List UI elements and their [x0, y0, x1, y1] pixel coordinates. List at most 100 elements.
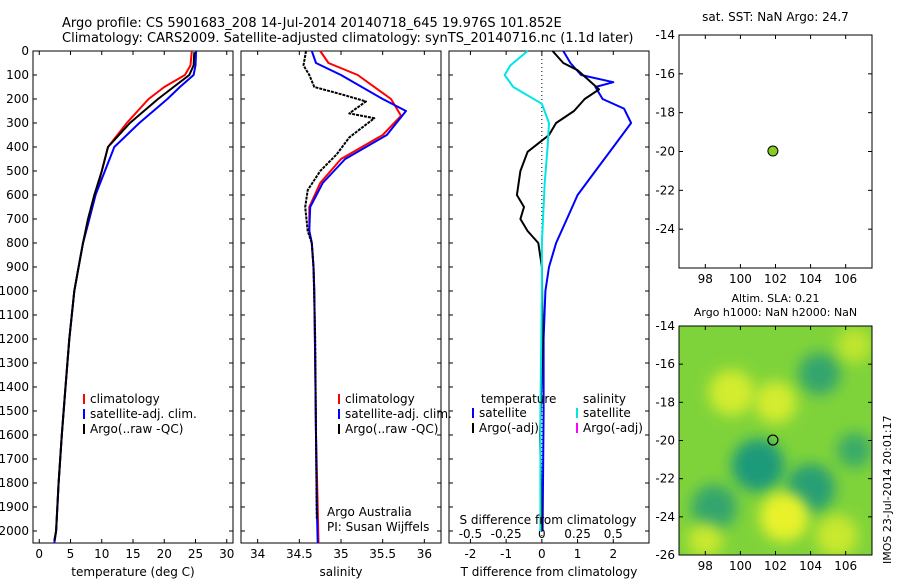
salinity-xtick-label: 34 [250, 547, 265, 561]
depth-ytick-label: 1700 [0, 452, 29, 466]
salinity-panel: 34 34.5 35 35.5 36 climatologysatellite-adj. … [240, 50, 452, 579]
sla-heatmap-cell [687, 522, 723, 555]
depth-ytick-label: 800 [6, 236, 29, 250]
depth-ytick-label: 200 [6, 92, 29, 106]
salinity-legend-label: climatology [345, 392, 415, 406]
salinity-legend-label: satellite-adj. clim. [345, 407, 452, 421]
temperature-xtick-label: 10 [94, 547, 109, 561]
temperature-climatology-line [53, 50, 193, 544]
sla-lat-ytick-label: -14 [655, 319, 675, 333]
depth-ytick-label: 1900 [0, 500, 29, 514]
depth-ytick-label: 100 [6, 68, 29, 82]
temperature-panel: 0 5 10 15 20 25 300100200300400500600700800900… [0, 44, 234, 579]
difference-salinity-legend-label: satellite [583, 406, 631, 420]
sla-heatmap-cell [759, 492, 809, 542]
sla-lat-ytick-label: -20 [655, 434, 675, 448]
sla-lon-xtick-label: 106 [834, 559, 857, 573]
difference-s-satellite-line [503, 50, 550, 531]
sla-heatmap-field [687, 327, 872, 555]
salinity-annotation-line1: Argo Australia [327, 505, 412, 519]
salinity-argo-line [302, 50, 376, 520]
sla-heatmap-cell [815, 514, 858, 555]
sla-lat-ytick-label: -16 [655, 357, 675, 371]
depth-ytick-label: 1100 [0, 308, 29, 322]
temperature-xtick-label: 20 [157, 547, 172, 561]
difference-xtick-label: 1 [574, 547, 582, 561]
sla-panel: 98 100 102 104 106 -14 -16 -18 -20 -22 -24 -26 Altim… [655, 292, 873, 573]
sla-lat-ytick-label: -26 [655, 548, 675, 562]
salinity-climatology-line [308, 50, 402, 544]
temperature-xtick-label: 5 [67, 547, 75, 561]
sst-lon-xtick-label: 102 [764, 272, 787, 286]
salinity-xtick-label: 34.5 [286, 547, 313, 561]
sla-heatmap-cell [708, 369, 755, 416]
sla-title-line2: Argo h1000: NaN h2000: NaN [694, 306, 857, 319]
difference-plot-frame [448, 50, 650, 544]
difference-s-tick-label: -0.25 [491, 527, 522, 541]
depth-ytick-label: 400 [6, 140, 29, 154]
temperature-legend-label: satellite-adj. clim. [90, 407, 197, 421]
sla-heatmap-cell [754, 381, 797, 424]
difference-xtick-label: -2 [464, 547, 476, 561]
depth-ytick-label: 300 [6, 116, 29, 130]
difference-t-satellite-line [541, 50, 633, 532]
depth-ytick-label: 1000 [0, 284, 29, 298]
difference-salinity-legend-label: Argo(-adj) [583, 421, 643, 435]
temperature-argo-line [53, 52, 196, 541]
sst-lon-xtick-label: 106 [834, 272, 857, 286]
temperature-xtick-label: 0 [35, 547, 43, 561]
salinity-plot-frame [240, 50, 442, 544]
temperature-xtick-label: 30 [219, 547, 234, 561]
temperature-x-axis-label: temperature (deg C) [71, 565, 194, 579]
difference-s-tick-label: 0.5 [604, 527, 623, 541]
depth-ytick-label: 2000 [0, 524, 29, 538]
difference-t-argo-line [515, 50, 600, 532]
salinity-xtick-label: 35 [333, 547, 348, 561]
sla-heatmap-cell [836, 432, 872, 468]
depth-ytick-label: 500 [6, 164, 29, 178]
difference-legend-left-title: temperature [481, 392, 556, 406]
depth-ytick-label: 1800 [0, 476, 29, 490]
temperature-legend-label: Argo(..raw -QC) [90, 422, 183, 436]
sst-lon-xtick-label: 104 [799, 272, 822, 286]
sst-lat-ytick-label: -20 [655, 145, 675, 159]
figure-title-line1: Argo profile: CS 5901683_208 14-Jul-2014… [62, 16, 562, 31]
sst-lat-ytick-label: -14 [655, 28, 675, 42]
difference-s-tick-label: 0.25 [564, 527, 591, 541]
difference-s-tick-label: 0 [538, 527, 546, 541]
depth-ytick-label: 1500 [0, 404, 29, 418]
difference-xtick-label: 0 [538, 547, 546, 561]
difference-top-label: S difference from climatology [460, 513, 637, 527]
difference-xtick-label: 2 [609, 547, 617, 561]
salinity-xtick-label: 36 [417, 547, 432, 561]
depth-ytick-label: 1400 [0, 380, 29, 394]
sst-lat-ytick-label: -16 [655, 67, 675, 81]
difference-s-tick-label: -0.5 [459, 527, 482, 541]
depth-ytick-label: 1600 [0, 428, 29, 442]
difference-temperature-legend-label: satellite [479, 406, 527, 420]
difference-panel: -2 -1 0 1 2 -0.5 -0.25 0 0.25 0.5 temperature salin… [448, 50, 650, 579]
sla-lat-ytick-label: -22 [655, 472, 675, 486]
salinity-x-axis-label: salinity [319, 565, 362, 579]
sla-title-line1: Altim. SLA: 0.21 [731, 292, 819, 305]
depth-ytick-label: 1300 [0, 356, 29, 370]
salinity-annotation-line2: PI: Susan Wijffels [327, 520, 429, 534]
sst-lat-ytick-label: -18 [655, 106, 675, 120]
imos-timestamp-label: IMOS 23-Jul-2014 20:01:17 [881, 415, 894, 564]
sst-panel: 98 100 102 104 106 -14 -16 -18 -20 -22 -24 sat. SST… [655, 10, 873, 286]
difference-x-axis-label: T difference from climatology [460, 565, 638, 579]
sst-lon-xtick-label: 100 [729, 272, 752, 286]
sst-lon-xtick-label: 98 [698, 272, 713, 286]
sla-lon-xtick-label: 104 [799, 559, 822, 573]
sla-heatmap-cell [691, 484, 737, 531]
temperature-xtick-label: 15 [125, 547, 140, 561]
sla-lon-xtick-label: 98 [698, 559, 713, 573]
difference-temperature-legend-label: Argo(-adj) [479, 421, 539, 435]
salinity-satellite-adj-clim-line [308, 50, 407, 544]
sla-heatmap-cell [731, 438, 785, 492]
temperature-plot-frame [32, 50, 234, 544]
sla-heatmap-cell [798, 352, 841, 395]
sst-title: sat. SST: NaN Argo: 24.7 [702, 10, 849, 24]
difference-legend-right-title: salinity [583, 392, 626, 406]
